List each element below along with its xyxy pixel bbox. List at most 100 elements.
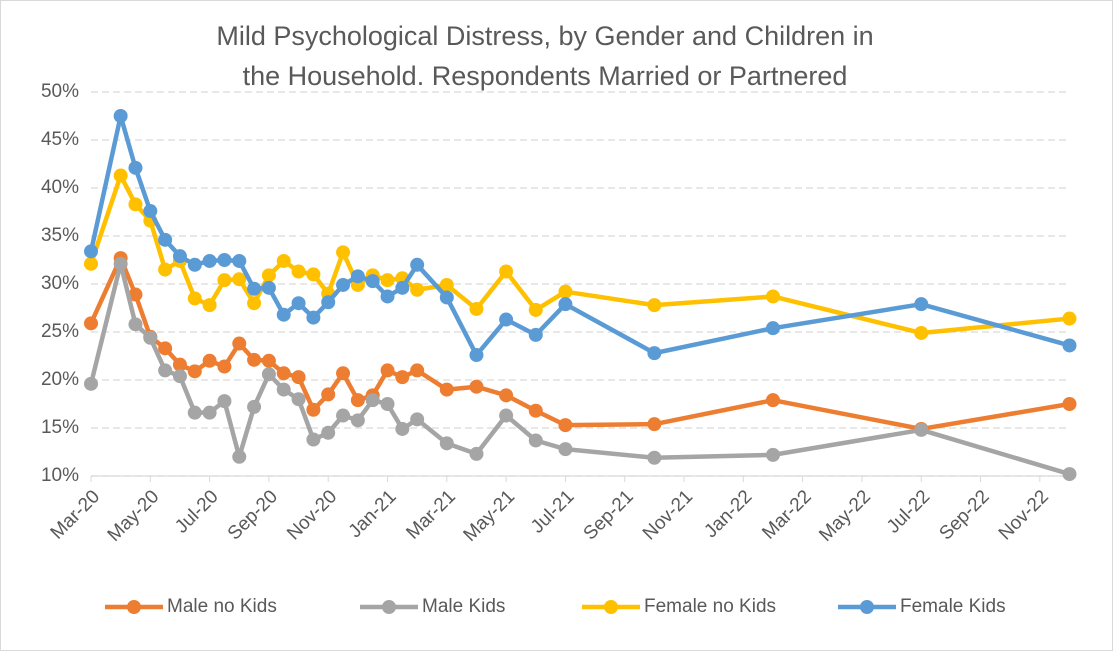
- marker: [291, 264, 306, 279]
- marker: [261, 353, 276, 368]
- marker: [113, 256, 128, 271]
- marker: [232, 336, 247, 351]
- marker: [410, 363, 425, 378]
- marker: [765, 289, 780, 304]
- marker: [350, 269, 365, 284]
- legend-marker: [127, 600, 141, 614]
- marker: [84, 316, 98, 331]
- marker: [217, 359, 232, 374]
- marker: [321, 387, 336, 402]
- marker: [469, 379, 484, 394]
- marker: [336, 245, 351, 260]
- marker: [321, 425, 336, 440]
- marker: [395, 421, 410, 436]
- marker: [217, 394, 232, 409]
- marker: [261, 280, 276, 295]
- marker: [202, 353, 217, 368]
- marker: [187, 405, 202, 420]
- marker: [647, 298, 662, 313]
- marker: [336, 366, 351, 381]
- marker: [1062, 397, 1077, 411]
- marker: [410, 282, 425, 297]
- marker: [765, 321, 780, 336]
- marker: [528, 302, 543, 317]
- marker: [291, 370, 306, 385]
- marker: [172, 357, 187, 372]
- marker: [439, 277, 454, 292]
- y-tick-label: 50%: [41, 81, 79, 102]
- marker: [365, 393, 380, 408]
- marker: [336, 277, 351, 292]
- marker: [84, 256, 98, 271]
- marker: [380, 397, 395, 411]
- marker: [499, 408, 514, 423]
- marker: [321, 295, 336, 310]
- marker: [558, 418, 573, 433]
- marker: [128, 317, 143, 332]
- marker: [647, 346, 662, 361]
- y-tick-label: 15%: [41, 417, 79, 438]
- marker: [499, 264, 514, 279]
- marker: [158, 363, 173, 378]
- marker: [469, 301, 484, 316]
- marker: [84, 376, 98, 391]
- marker: [914, 325, 929, 340]
- marker: [914, 297, 929, 312]
- marker: [143, 330, 158, 345]
- marker: [143, 204, 158, 219]
- marker: [469, 348, 484, 363]
- marker: [128, 287, 143, 302]
- y-tick-label: 20%: [41, 369, 79, 390]
- marker: [365, 274, 380, 289]
- marker: [439, 290, 454, 305]
- marker: [306, 432, 321, 447]
- marker: [172, 369, 187, 384]
- marker: [647, 417, 662, 432]
- marker: [1062, 311, 1077, 326]
- marker: [202, 405, 217, 420]
- marker: [439, 382, 454, 397]
- legend-label: Male Kids: [422, 596, 505, 617]
- y-tick-label: 40%: [41, 177, 79, 198]
- y-tick-label: 35%: [41, 225, 79, 246]
- marker: [558, 284, 573, 299]
- marker: [395, 370, 410, 385]
- y-tick-label: 25%: [41, 321, 79, 342]
- marker: [276, 307, 291, 322]
- marker: [261, 367, 276, 382]
- marker: [84, 244, 98, 259]
- marker: [247, 399, 262, 414]
- legend-label: Female no Kids: [644, 596, 776, 617]
- y-tick-label: 10%: [41, 465, 79, 486]
- marker: [232, 449, 247, 464]
- marker: [158, 232, 173, 247]
- marker: [247, 281, 262, 296]
- legend-marker: [382, 600, 396, 614]
- chart-title: the Household. Respondents Married or Pa…: [243, 61, 848, 91]
- marker: [232, 253, 247, 268]
- marker: [232, 272, 247, 287]
- marker: [350, 393, 365, 408]
- marker: [306, 267, 321, 282]
- marker: [765, 393, 780, 408]
- marker: [765, 447, 780, 462]
- marker: [439, 436, 454, 451]
- marker: [528, 403, 543, 418]
- marker: [306, 402, 321, 417]
- marker: [158, 262, 173, 277]
- marker: [217, 273, 232, 288]
- y-tick-label: 30%: [41, 273, 79, 294]
- marker: [113, 168, 128, 183]
- marker: [291, 392, 306, 407]
- marker: [202, 253, 217, 268]
- marker: [528, 327, 543, 342]
- marker: [380, 363, 395, 378]
- marker: [380, 273, 395, 288]
- marker: [1062, 467, 1077, 482]
- marker: [291, 296, 306, 311]
- marker: [276, 366, 291, 381]
- marker: [113, 109, 128, 123]
- marker: [187, 291, 202, 306]
